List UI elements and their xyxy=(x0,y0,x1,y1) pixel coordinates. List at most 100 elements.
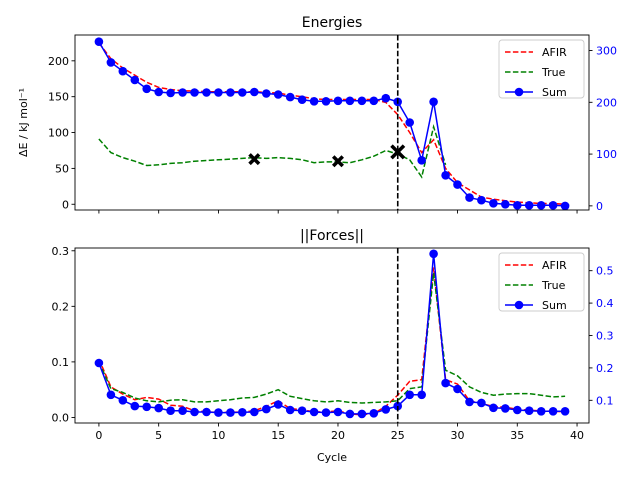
data-point-sum xyxy=(94,358,104,368)
data-point-sum xyxy=(178,88,187,97)
y2-tick-label: 300 xyxy=(596,45,617,58)
data-point-sum xyxy=(441,378,450,388)
data-point-sum xyxy=(106,390,116,400)
data-point-sum xyxy=(465,193,474,202)
data-point-sum xyxy=(548,201,558,210)
data-point-sum xyxy=(297,406,307,416)
data-point-sum xyxy=(142,84,151,94)
panel-energies: 0 50 100 150 200 0 100 200 300 Energies ΔE / kJ mo… xyxy=(17,15,617,214)
data-point-sum xyxy=(250,87,259,97)
axes-frame xyxy=(74,34,590,211)
data-point-sum xyxy=(417,156,427,165)
data-point-sum xyxy=(190,407,199,417)
y2-tick-label: 200 xyxy=(596,96,617,109)
data-point-sum xyxy=(405,118,415,127)
data-point-sum xyxy=(560,407,570,416)
x-tick-label: 35 xyxy=(510,429,524,442)
y2-tick-label: 100 xyxy=(596,148,617,161)
data-point-sum xyxy=(309,97,319,106)
x-tick-label: 5 xyxy=(155,429,162,442)
series-line-sum xyxy=(98,41,566,207)
data-point-sum xyxy=(381,405,391,414)
x-tick-label: 40 xyxy=(570,429,584,442)
data-point-sum xyxy=(429,97,438,107)
data-point-sum xyxy=(118,66,128,76)
series-line-afir xyxy=(98,267,566,416)
data-point-sum xyxy=(250,407,259,417)
data-point-sum xyxy=(321,97,331,106)
plot-area xyxy=(94,249,570,419)
data-point-sum xyxy=(548,407,558,416)
chart-title: ||Forces|| xyxy=(300,228,364,244)
legend-box xyxy=(498,252,585,312)
data-point-sum xyxy=(273,90,283,99)
y2-tick-label: 0.5 xyxy=(596,265,614,278)
legend-box xyxy=(498,39,585,99)
data-point-sum xyxy=(524,406,534,416)
data-point-sum xyxy=(489,403,498,413)
legend-label-afir: AFIR xyxy=(542,259,567,272)
data-point-sum xyxy=(297,95,307,104)
data-point-sum xyxy=(273,400,283,409)
data-point-sum xyxy=(202,407,211,417)
data-point-sum xyxy=(309,407,319,417)
data-point-sum xyxy=(238,408,247,417)
data-point-sum xyxy=(333,96,343,106)
x-tick-label: 20 xyxy=(331,429,345,442)
data-point-sum xyxy=(154,403,163,413)
data-point-sum xyxy=(405,390,415,400)
legend: AFIR True Sum xyxy=(498,252,585,312)
legend-label-afir: AFIR xyxy=(542,46,567,59)
data-point-sum xyxy=(441,171,450,180)
data-point-sum xyxy=(333,407,343,417)
y-tick-label: 0.0 xyxy=(52,411,70,424)
data-point-sum xyxy=(285,92,295,102)
data-point-sum xyxy=(262,89,271,98)
data-point-sum xyxy=(178,406,187,416)
data-point-sum xyxy=(357,409,367,419)
data-point-sum xyxy=(154,87,163,97)
x-tick-label: 0 xyxy=(95,429,102,442)
y2-tick-label: 0.1 xyxy=(596,394,614,407)
data-point-sum xyxy=(94,37,104,46)
legend-label-sum: Sum xyxy=(542,299,567,312)
data-point-sum xyxy=(226,408,235,417)
plot-area xyxy=(94,37,570,210)
data-point-sum xyxy=(513,405,522,415)
legend-label-true: True xyxy=(541,66,566,79)
data-point-sum xyxy=(501,404,510,413)
series-line-true xyxy=(98,123,447,179)
data-point-sum xyxy=(214,408,223,417)
data-point-sum xyxy=(417,390,427,400)
data-point-sum xyxy=(166,88,175,98)
data-point-sum xyxy=(130,75,140,85)
series-line-true xyxy=(98,272,566,404)
x-marker xyxy=(390,144,406,160)
data-point-sum xyxy=(238,88,247,97)
legend-marker-sum xyxy=(514,300,524,310)
data-point-sum xyxy=(536,201,546,210)
data-point-sum xyxy=(453,384,462,394)
data-point-sum xyxy=(345,96,355,106)
y-tick-label: 0.2 xyxy=(52,300,70,313)
data-point-sum xyxy=(321,408,331,417)
data-point-sum xyxy=(381,93,391,103)
data-point-sum xyxy=(477,195,486,205)
data-point-sum xyxy=(226,88,235,97)
legend-label-sum: Sum xyxy=(542,86,567,99)
y-tick-label: 0 xyxy=(62,198,69,211)
data-point-sum xyxy=(369,409,379,418)
data-point-sum xyxy=(357,96,367,106)
data-point-sum xyxy=(166,406,175,416)
data-point-sum xyxy=(345,409,355,419)
data-point-sum xyxy=(560,201,570,210)
data-point-sum xyxy=(118,396,128,405)
data-point-sum xyxy=(477,398,486,408)
data-point-sum xyxy=(501,200,510,209)
x-marker xyxy=(331,155,344,168)
data-point-sum xyxy=(489,199,498,208)
y-axis-label: ΔE / kJ mol⁻¹ xyxy=(17,88,30,157)
legend-marker-sum xyxy=(514,87,524,97)
y-tick-label: 200 xyxy=(48,55,69,68)
x-tick-label: 10 xyxy=(211,429,225,442)
